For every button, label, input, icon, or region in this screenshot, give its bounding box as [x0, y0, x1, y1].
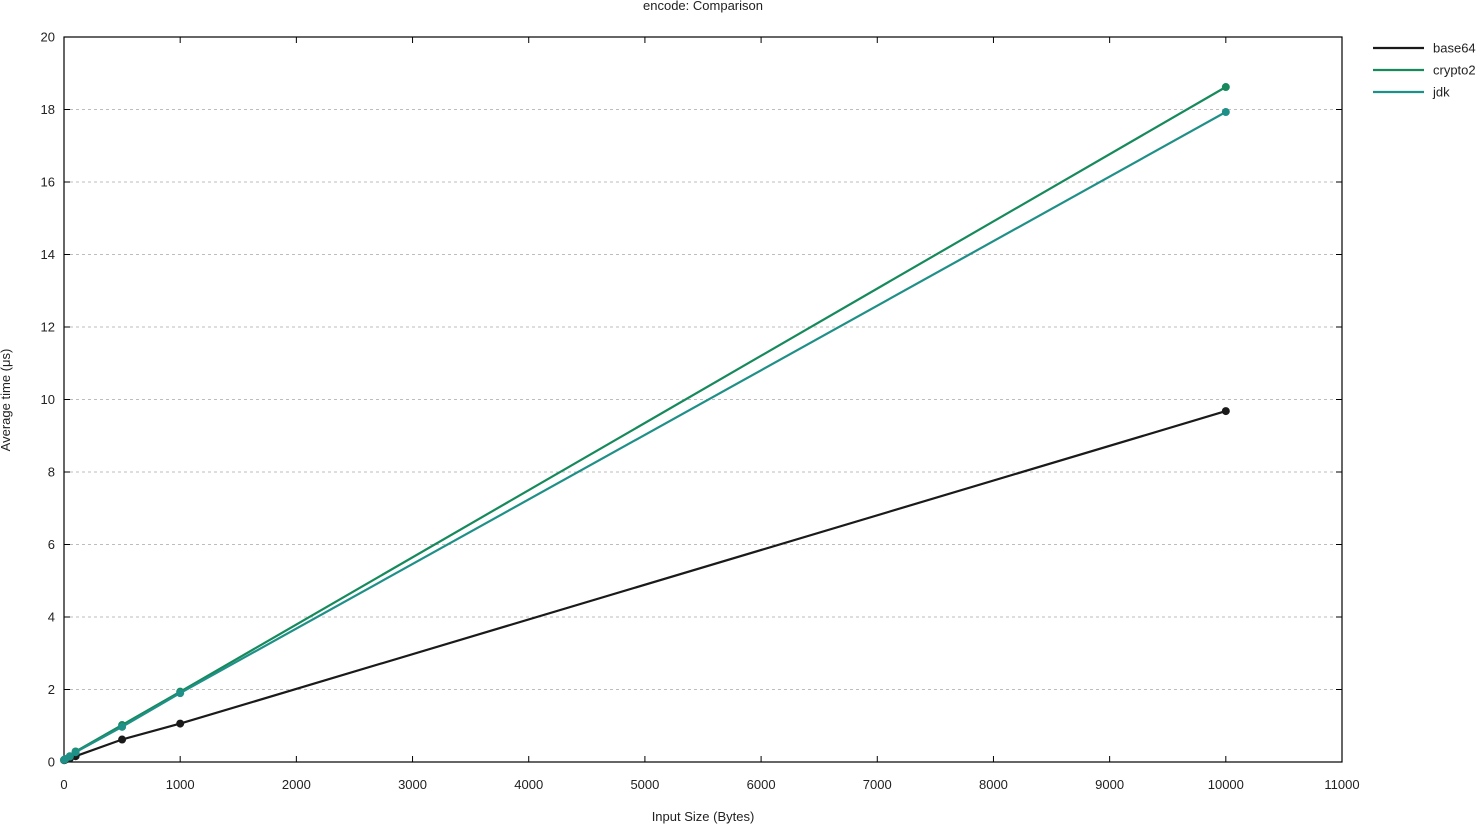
series-line-crypto2	[63, 86, 1227, 761]
y-axis-title: Average time (μs)	[0, 349, 13, 452]
y-tick-label: 0	[48, 755, 55, 770]
x-tick-label: 6000	[747, 777, 776, 792]
series-line-jdk	[63, 111, 1227, 761]
data-point-jdk	[65, 752, 74, 761]
legend-label-base64: base64	[1433, 41, 1476, 56]
y-tick-label: 12	[41, 320, 55, 335]
x-tick-label: 4000	[514, 777, 543, 792]
y-tick-label: 20	[41, 30, 55, 45]
x-tick-label: 3000	[398, 777, 427, 792]
x-tick-label: 0	[60, 777, 67, 792]
y-tick-label: 16	[41, 175, 55, 190]
chart-title: encode: Comparison	[643, 0, 763, 13]
y-tick-label: 4	[48, 610, 55, 625]
grid-lines	[64, 109, 1342, 690]
y-tick-label: 10	[41, 392, 55, 407]
x-tick-label: 10000	[1208, 777, 1244, 792]
x-tick-label: 2000	[282, 777, 311, 792]
x-tick-label: 5000	[630, 777, 659, 792]
series-lines	[60, 83, 1230, 765]
y-tick-label: 2	[48, 682, 55, 697]
data-point-jdk	[176, 689, 185, 698]
data-point-jdk	[1221, 108, 1230, 117]
x-tick-label: 11000	[1324, 777, 1359, 792]
legend-label-jdk: jdk	[1432, 85, 1450, 100]
data-point-base64	[176, 719, 185, 728]
data-point-base64	[1221, 407, 1230, 416]
data-point-crypto2	[1221, 83, 1230, 92]
x-axis-title: Input Size (Bytes)	[652, 809, 755, 824]
legend: base64 crypto2 jdk	[1373, 41, 1476, 100]
axis-ticks: 0 2 4 6 8 10 12 14 16 18 20 0 1000 2000 3000 4000 5000 60…	[41, 30, 1360, 793]
y-tick-label: 14	[41, 247, 55, 262]
data-point-jdk	[118, 722, 127, 731]
series-line-base64	[63, 410, 1227, 762]
x-tick-label: 1000	[166, 777, 195, 792]
y-tick-label: 8	[48, 465, 55, 480]
y-tick-label: 6	[48, 537, 55, 552]
x-tick-label: 9000	[1095, 777, 1124, 792]
data-point-base64	[118, 735, 127, 744]
x-tick-label: 8000	[979, 777, 1008, 792]
y-tick-label: 18	[41, 102, 55, 117]
data-point-jdk	[71, 748, 80, 757]
legend-label-crypto2: crypto2	[1433, 63, 1476, 78]
x-tick-label: 7000	[863, 777, 892, 792]
